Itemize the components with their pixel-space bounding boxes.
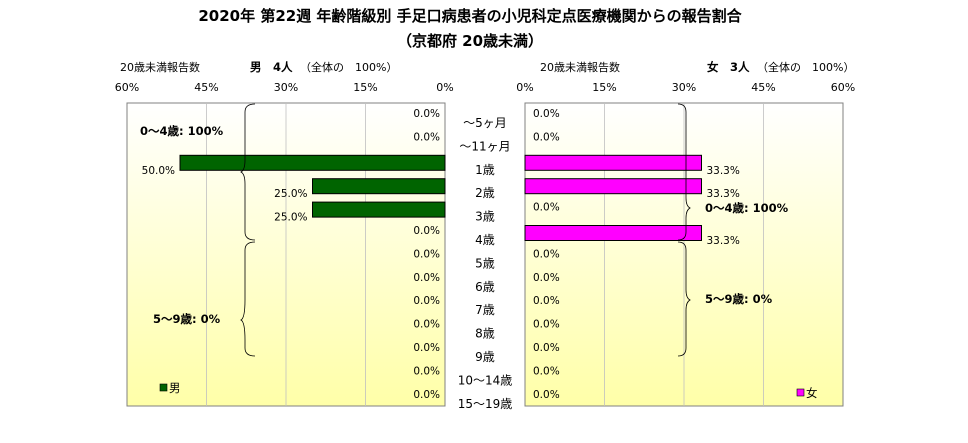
female-note-0-4: 0～4歳: 100% [705,201,789,215]
male-data-label: 50.0% [142,165,175,177]
category-label: 1歳 [475,163,495,177]
male-data-label: 0.0% [413,108,440,120]
chart-title: 2020年 第22週 年齢階級別 手足口病患者の小児科定点医療機関からの報告割合 [198,7,742,25]
female-brace-0-4 [677,103,691,241]
female-tick-label: 0% [516,81,533,94]
category-label: 2歳 [475,186,495,200]
female-data-label: 0.0% [533,319,560,331]
category-label: 5歳 [475,256,495,270]
male-tick-label: 60% [115,81,139,94]
male-data-label: 0.0% [413,342,440,354]
male-data-label: 0.0% [413,225,440,237]
female-header-count: 女 3人 [707,60,750,74]
male-note-0-4: 0～4歳: 100% [140,124,224,138]
category-label: 15～19歳 [458,397,513,411]
male-legend-swatch [159,383,168,392]
female-data-label: 0.0% [533,108,560,120]
male-bar [312,201,446,218]
female-note-5-9: 5～9歳: 0% [705,292,773,306]
male-bar [179,154,446,171]
male-data-label: 0.0% [413,131,440,143]
female-data-label: 33.3% [706,235,739,247]
female-data-label: 0.0% [533,131,560,143]
chart-subtitle: （京都府 20歳未満） [397,32,543,50]
male-data-label: 25.0% [274,188,307,200]
male-data-label: 0.0% [413,319,440,331]
male-header-label: 20歳未満報告数 [120,61,200,74]
male-header-count: 男 4人 [250,60,293,74]
female-bar [524,225,702,241]
male-data-label: 0.0% [413,295,440,307]
female-header-share: （全体の 100%） [757,60,854,74]
male-data-label: 0.0% [413,248,440,260]
male-data-label: 25.0% [274,212,307,224]
female-data-label: 0.0% [533,202,560,214]
female-tick-label: 60% [831,81,855,94]
male-tick-label: 30% [274,81,298,94]
female-data-label: 0.0% [533,389,560,401]
category-label: 4歳 [475,233,495,247]
male-tick-label: 0% [436,81,453,94]
female-bar [524,178,702,195]
female-data-label: 0.0% [533,248,560,260]
category-label: 6歳 [475,280,495,294]
male-tick-label: 45% [194,81,218,94]
female-data-label: 0.0% [533,272,560,284]
female-data-label: 0.0% [533,295,560,307]
female-tick-label: 30% [672,81,696,94]
female-data-label: 0.0% [533,342,560,354]
category-label: ～5ヶ月 [463,116,507,130]
male-data-label: 0.0% [413,389,440,401]
male-bar [312,178,446,195]
male-brace-0-4 [240,103,256,241]
male-note-5-9: 5～9歳: 0% [153,312,221,326]
male-data-label: 0.0% [413,365,440,377]
female-legend-label: 女 [806,386,818,400]
female-data-label: 33.3% [706,165,739,177]
female-legend-swatch [796,388,805,397]
male-brace-5-9 [240,241,256,357]
female-data-label: 0.0% [533,365,560,377]
male-legend-label: 男 [169,381,181,395]
category-label: ～11ヶ月 [459,139,510,153]
category-label: 10～14歳 [458,373,513,387]
female-tick-label: 15% [592,81,616,94]
category-label: 3歳 [475,210,495,224]
category-label: 9歳 [475,350,495,364]
category-label: 7歳 [475,303,495,317]
female-header-label: 20歳未満報告数 [540,61,620,74]
male-tick-label: 15% [353,81,377,94]
female-bar [524,154,702,171]
male-data-label: 0.0% [413,272,440,284]
female-data-label: 33.3% [706,188,739,200]
category-label: 8歳 [475,327,495,341]
female-tick-label: 45% [751,81,775,94]
female-brace-5-9 [677,241,691,357]
male-header-share: （全体の 100%） [300,60,397,74]
